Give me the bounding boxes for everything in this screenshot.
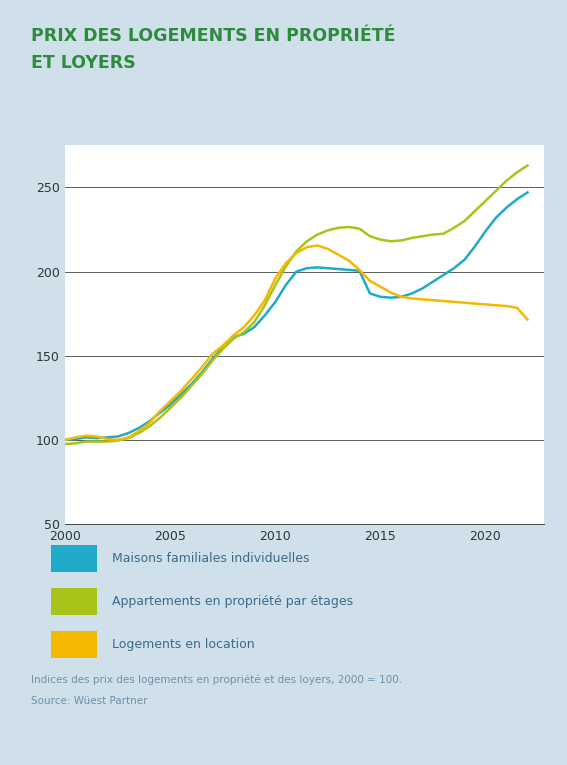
FancyBboxPatch shape <box>52 588 97 615</box>
FancyBboxPatch shape <box>52 545 97 572</box>
Text: Source: Wüest Partner: Source: Wüest Partner <box>31 696 147 706</box>
Text: Logements en location: Logements en location <box>112 638 255 650</box>
Text: ET LOYERS: ET LOYERS <box>31 54 136 72</box>
Text: PRIX DES LOGEMENTS EN PROPRIÉTÉ: PRIX DES LOGEMENTS EN PROPRIÉTÉ <box>31 27 396 45</box>
Text: Maisons familiales individuelles: Maisons familiales individuelles <box>112 552 310 565</box>
Text: Indices des prix des logements en propriété et des loyers, 2000 = 100.: Indices des prix des logements en propri… <box>31 675 403 685</box>
Text: Appartements en propriété par étages: Appartements en propriété par étages <box>112 595 353 607</box>
FancyBboxPatch shape <box>52 630 97 658</box>
